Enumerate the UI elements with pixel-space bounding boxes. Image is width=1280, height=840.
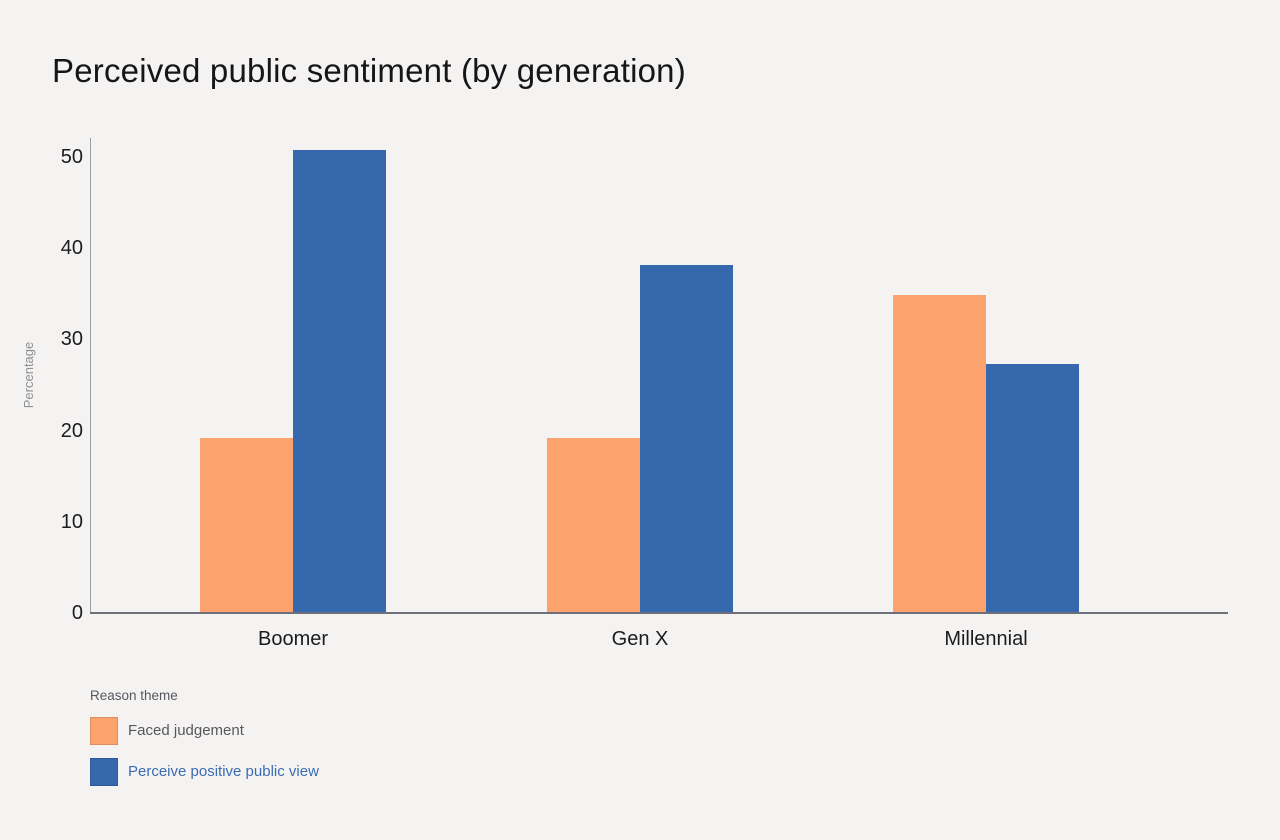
bar-faced-judgement-millennial — [893, 295, 986, 613]
y-tick-label-20: 20 — [60, 419, 83, 442]
bar-faced-judgement-boomer — [200, 438, 293, 613]
x-category-label-millennial: Millennial — [944, 628, 1028, 650]
x-category-label-boomer: Boomer — [257, 628, 329, 650]
legend-label-faced-judgement: Faced judgement — [128, 722, 244, 739]
legend-item-perceive-positive-public-view: Perceive positive public view — [90, 758, 319, 786]
legend-swatch-perceive-positive-public-view — [90, 758, 118, 786]
bar-perceive-positive-public-view-boomer — [293, 150, 386, 613]
y-tick-label-0: 0 — [71, 602, 83, 624]
y-tick-label-30: 30 — [60, 328, 83, 351]
y-tick-label-10: 10 — [60, 510, 83, 533]
y-tick-label-50: 50 — [60, 146, 83, 168]
bar-perceive-positive-public-view-millennial — [986, 364, 1079, 613]
legend-item-faced-judgement: Faced judgement — [90, 717, 319, 745]
legend-title: Reason theme — [90, 688, 178, 703]
y-tick-label-40: 40 — [60, 237, 83, 260]
x-axis-line — [90, 612, 1228, 614]
bar-perceive-positive-public-view-gen-x — [640, 265, 733, 613]
bar-faced-judgement-gen-x — [547, 438, 640, 613]
chart-title: Perceived public sentiment (by generatio… — [52, 52, 686, 89]
legend-label-perceive-positive-public-view: Perceive positive public view — [128, 763, 319, 780]
y-axis-line — [90, 138, 91, 613]
legend-swatch-faced-judgement — [90, 717, 118, 745]
legend: Reason theme Faced judgement Perceive po… — [90, 687, 319, 799]
x-category-label-gen-x: Gen X — [611, 628, 669, 650]
